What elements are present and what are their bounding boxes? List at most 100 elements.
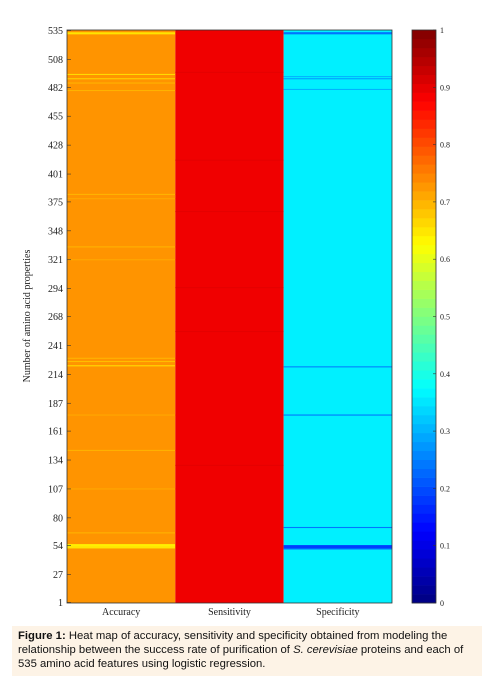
heatmap-cell xyxy=(175,211,284,213)
y-tick-label: 535 xyxy=(48,26,63,37)
heatmap-cell xyxy=(67,82,176,84)
heatmap-cell xyxy=(283,366,392,368)
colorbar-segment xyxy=(412,56,436,67)
heatmap-columns xyxy=(67,30,392,603)
colorbar-segment xyxy=(412,298,436,308)
y-tick-label: 80 xyxy=(53,513,63,524)
heatmap-cell xyxy=(283,526,392,529)
colorbar-segment xyxy=(412,65,436,76)
colorbar-segment xyxy=(412,594,436,604)
y-tick-label: 321 xyxy=(48,255,63,266)
y-tick-label: 241 xyxy=(48,341,63,352)
caption-text-a: Heat map of accuracy, sensitivity and sp… xyxy=(18,630,448,656)
colorbar-segment xyxy=(412,226,436,237)
colorbar-segment xyxy=(412,388,436,398)
colorbar-segment xyxy=(412,549,436,559)
y-tick-label: 268 xyxy=(48,312,63,323)
heatmap-cell xyxy=(283,547,392,549)
colorbar-segment xyxy=(412,343,436,353)
colorbar-segment xyxy=(412,182,436,192)
heatmap-cell xyxy=(67,33,176,35)
y-tick-label: 27 xyxy=(53,570,63,581)
colorbar-segment xyxy=(412,155,436,165)
colorbar-segment xyxy=(412,235,436,246)
colorbar-segment xyxy=(412,441,436,452)
colorbar-tick-label: 0.1 xyxy=(440,542,450,551)
colorbar-segment xyxy=(412,209,436,219)
heatmap-cell xyxy=(67,259,176,261)
colorbar-segment xyxy=(412,316,436,326)
y-tick-label: 375 xyxy=(48,197,63,208)
heatmap-cell xyxy=(283,548,392,550)
heatmap-column-sensitivity xyxy=(175,30,284,603)
heatmap-cell xyxy=(67,193,176,195)
heatmap-cell xyxy=(67,545,176,547)
colorbar-segment xyxy=(412,414,436,425)
colorbar-segment xyxy=(412,325,436,335)
heatmap-column-specificity xyxy=(283,30,392,603)
heatmap-cell xyxy=(175,330,284,333)
caption-species: S. cerevisiae xyxy=(293,644,358,656)
colorbar-segment xyxy=(412,531,436,541)
heatmap-cell xyxy=(175,287,284,289)
colorbar-segment xyxy=(412,218,436,228)
colorbar-tick-label: 0.2 xyxy=(440,484,450,493)
heatmap-cell xyxy=(283,78,392,80)
heatmap-cell xyxy=(67,488,176,490)
heatmap-cell xyxy=(67,544,176,546)
colorbar-tick-label: 0 xyxy=(440,599,444,608)
colorbar-segment xyxy=(412,379,436,389)
heatmap-cell-base xyxy=(175,30,284,603)
colorbar-segment xyxy=(412,567,436,577)
heatmap-cell xyxy=(67,532,176,534)
colorbar-segment xyxy=(412,352,436,362)
colorbar-tick-label: 0.8 xyxy=(440,141,450,150)
colorbar-segment xyxy=(412,370,436,380)
colorbar-segment xyxy=(412,173,436,183)
heatmap-cell xyxy=(67,32,176,34)
colorbar-segment xyxy=(412,406,436,416)
heatmap-cell xyxy=(67,546,176,548)
y-tick-label: 214 xyxy=(48,370,63,381)
colorbar-segment xyxy=(412,74,436,85)
colorbar-segment xyxy=(412,92,436,102)
colorbar-segment xyxy=(412,423,436,434)
colorbar-segment xyxy=(412,83,436,93)
y-axis-ticks: 1 27 54 80 107 134 161 187 214 241 268 294 321 348 375… xyxy=(48,26,71,609)
heatmap-cell xyxy=(283,33,392,35)
colorbar-tick-label: 0.3 xyxy=(440,427,450,436)
heatmap-cell xyxy=(67,449,176,451)
y-axis-label: Number of amino acid properties xyxy=(22,250,33,383)
colorbar-segment xyxy=(412,262,436,273)
colorbar-segment xyxy=(412,38,436,49)
heatmap-cell xyxy=(67,246,176,248)
heatmap-cell xyxy=(283,88,392,91)
colorbar-segment xyxy=(412,585,436,595)
colorbar-segment xyxy=(412,522,436,532)
y-tick-label: 401 xyxy=(48,170,63,181)
colorbar-segment xyxy=(412,334,436,344)
colorbar-segment xyxy=(412,468,436,478)
colorbar-segment xyxy=(412,110,436,120)
y-tick-label: 107 xyxy=(48,484,63,495)
heatmap-cell xyxy=(67,357,176,359)
heatmap-cell-base xyxy=(67,30,176,603)
y-tick-label: 294 xyxy=(48,284,63,295)
colorbar-segment xyxy=(412,146,436,156)
heatmap-cell xyxy=(67,360,176,363)
heatmap-cell xyxy=(175,71,284,73)
colorbar-segment xyxy=(412,280,436,290)
figure-caption: Figure 1: Heat map of accuracy, sensitiv… xyxy=(12,626,482,676)
y-tick-label: 455 xyxy=(48,112,63,123)
colorbar-segment xyxy=(412,397,436,407)
heatmap-cell-base xyxy=(283,30,392,603)
colorbar-segment xyxy=(412,361,436,371)
heatmap-cell xyxy=(67,198,176,200)
colorbar-segment xyxy=(412,513,436,523)
colorbar-segment xyxy=(412,191,436,201)
heatmap-cell xyxy=(67,78,176,80)
heatmap-cell xyxy=(283,545,392,547)
colorbar-segment xyxy=(412,486,436,496)
colorbar xyxy=(412,30,436,604)
colorbar-segment xyxy=(412,495,436,505)
